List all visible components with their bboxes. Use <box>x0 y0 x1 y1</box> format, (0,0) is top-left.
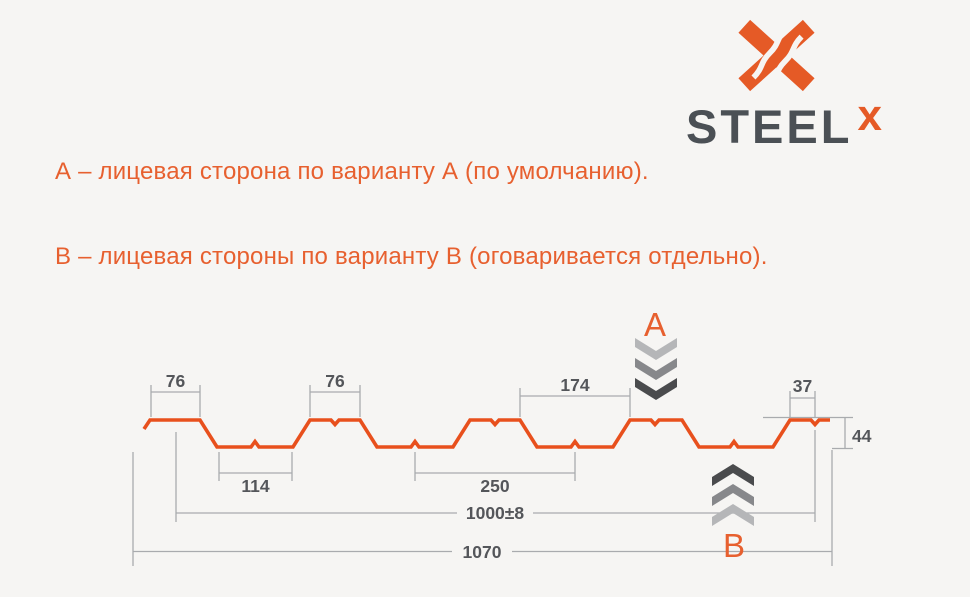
chevron-up-icon <box>712 464 754 486</box>
dimension-lines <box>132 385 853 566</box>
brand-name: STEEL <box>686 100 853 153</box>
steelx-logo-icon <box>738 19 815 92</box>
dim-label-250: 250 <box>480 476 509 496</box>
logo-cut <box>751 26 789 80</box>
marker-b-letter: B <box>723 527 745 564</box>
chevron-down-icon <box>635 378 677 400</box>
chevron-up-icon <box>712 504 754 526</box>
brand-superscript-x: x <box>857 91 882 140</box>
variant-b-marker: B <box>712 464 754 564</box>
marker-a-letter: A <box>644 306 666 343</box>
dim-label-174: 174 <box>560 375 589 395</box>
chevron-down-icon <box>635 338 677 360</box>
dim-label-76-mid: 76 <box>325 371 345 391</box>
chevron-down-icon <box>635 358 677 380</box>
dim-label-114: 114 <box>241 476 269 496</box>
dimension-labels: 76 76 174 37 114 250 1000±8 1070 44 <box>166 371 872 562</box>
chevron-up-icon <box>712 484 754 506</box>
brand: STEEL x <box>686 91 882 154</box>
dim-label-76-left: 76 <box>166 371 186 391</box>
profile-outline <box>142 418 830 449</box>
dim-label-1070: 1070 <box>463 542 502 562</box>
note-variant-a: А – лицевая сторона по варианту А (по ум… <box>55 158 649 185</box>
logo-cut <box>766 34 804 88</box>
dim-label-44: 44 <box>852 426 872 446</box>
dim-label-37: 37 <box>793 376 812 396</box>
variant-a-marker: A <box>635 306 677 400</box>
dim-label-1000: 1000±8 <box>466 503 525 523</box>
note-variant-b: В – лицевая стороны по варианту В (огова… <box>55 243 768 270</box>
